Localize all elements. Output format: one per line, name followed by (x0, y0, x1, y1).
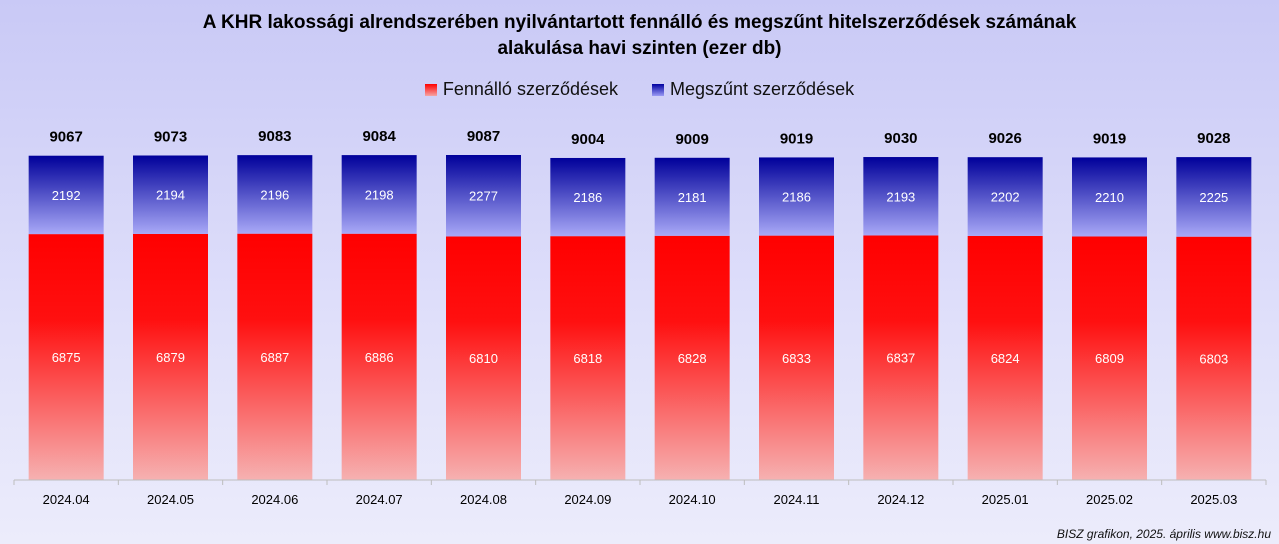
x-tick-label-2024.06: 2024.06 (251, 492, 298, 507)
label-fennallo-2024.10: 6828 (678, 351, 707, 366)
bar-fennallo-2024.08 (446, 236, 521, 480)
bar-megszunt-2024.09 (550, 157, 626, 237)
legend-swatch-fennallo (424, 83, 437, 96)
legend-swatch-megszunt (652, 83, 664, 96)
bar-fennallo-2025.02 (1072, 236, 1147, 480)
legend-item-megszunt: Megszűnt szerződések (652, 79, 854, 100)
label-total-2024.08: 9087 (467, 128, 500, 145)
label-fennallo-2025.02: 6809 (1095, 351, 1124, 366)
x-tick-label-2024.05: 2024.05 (147, 492, 194, 507)
label-total-2024.10: 9009 (675, 131, 708, 148)
label-megszunt-2025.03: 2225 (1199, 190, 1228, 205)
bar-megszunt-2024.07 (341, 155, 417, 234)
bar-fennallo-2024.11 (759, 235, 834, 480)
label-total-2024.07: 9084 (362, 128, 396, 145)
label-fennallo-2024.08: 6810 (469, 351, 498, 366)
label-megszunt-2024.06: 2196 (260, 187, 289, 202)
label-megszunt-2024.07: 2198 (365, 187, 394, 202)
x-tick-label-2025.01: 2025.01 (982, 492, 1029, 507)
label-megszunt-2025.02: 2210 (1095, 190, 1124, 205)
label-fennallo-2024.09: 6818 (573, 351, 602, 366)
bar-megszunt-2024.05 (133, 155, 208, 234)
legend-item-fennallo: Fennálló szerződések (424, 79, 618, 100)
legend-label-fennallo: Fennálló szerződések (442, 79, 618, 99)
bar-fennallo-2024.10 (654, 235, 730, 480)
bar-megszunt-2025.02 (1072, 157, 1147, 237)
bar-fennallo-2025.01 (967, 235, 1043, 480)
x-tick-label-2024.12: 2024.12 (877, 492, 924, 507)
bar-fennallo-2024.09 (550, 236, 626, 480)
chart-title-line-2: alakulása havi szinten (ezer db) (497, 38, 782, 59)
x-tick-label-2024.10: 2024.10 (669, 492, 716, 507)
x-tick-label-2025.03: 2025.03 (1190, 492, 1237, 507)
bar-fennallo-2024.12 (863, 235, 939, 480)
label-total-2024.06: 9083 (258, 128, 291, 145)
bar-megszunt-2025.01 (967, 157, 1043, 236)
legend-label-megszunt: Megszűnt szerződések (670, 79, 855, 99)
label-megszunt-2024.10: 2181 (678, 190, 707, 205)
x-tick-label-2025.02: 2025.02 (1086, 492, 1133, 507)
chart-title: A KHR lakossági alrendszerében nyilvánta… (0, 10, 1279, 62)
label-total-2024.04: 9067 (49, 129, 82, 146)
label-megszunt-2024.04: 2192 (52, 188, 81, 203)
bar-megszunt-2024.06 (237, 155, 313, 234)
bar-fennallo-2024.06 (237, 233, 313, 480)
bar-megszunt-2024.10 (654, 157, 730, 236)
x-tick-label-2024.07: 2024.07 (356, 492, 403, 507)
bars-group: 6875 2192 9067 2024.04 6879 2194 9073 2024.05 68… (13, 128, 1267, 507)
label-fennallo-2024.04: 6875 (52, 350, 81, 365)
x-tick-label-2024.08: 2024.08 (460, 492, 507, 507)
label-fennallo-2024.05: 6879 (156, 350, 185, 365)
bar-megszunt-2024.12 (863, 157, 939, 236)
x-tick-label-2024.04: 2024.04 (43, 492, 90, 507)
label-fennallo-2025.01: 6824 (991, 351, 1020, 366)
label-megszunt-2024.08: 2277 (469, 189, 498, 204)
label-total-2024.09: 9004 (571, 131, 605, 148)
bar-megszunt-2024.04 (28, 155, 104, 235)
bar-megszunt-2025.03 (1176, 157, 1252, 237)
label-fennallo-2024.11: 6833 (782, 351, 811, 366)
bar-megszunt-2024.08 (446, 155, 521, 237)
label-total-2024.11: 9019 (780, 130, 813, 147)
label-fennallo-2024.12: 6837 (886, 351, 915, 366)
label-megszunt-2024.12: 2193 (886, 189, 915, 204)
bar-fennallo-2025.03 (1176, 236, 1252, 480)
label-total-2025.03: 9028 (1197, 130, 1230, 147)
label-total-2024.12: 9030 (884, 130, 917, 147)
source-footer: BISZ grafikon, 2025. április www.bisz.hu (1056, 527, 1271, 541)
label-megszunt-2024.11: 2186 (782, 190, 811, 205)
label-megszunt-2025.01: 2202 (991, 190, 1020, 205)
chart-title-line-1: A KHR lakossági alrendszerében nyilvánta… (202, 12, 1077, 33)
bar-megszunt-2024.11 (759, 157, 834, 236)
bar-fennallo-2024.07 (341, 233, 417, 480)
label-megszunt-2024.09: 2186 (573, 190, 602, 205)
chart-legend: Fennálló szerződések Megszűnt szerződése… (0, 79, 1279, 100)
x-tick-label-2024.09: 2024.09 (564, 492, 611, 507)
label-total-2024.05: 9073 (154, 129, 187, 146)
x-tick-label-2024.11: 2024.11 (773, 492, 819, 507)
label-total-2025.01: 9026 (988, 130, 1021, 147)
bar-fennallo-2024.05 (133, 233, 208, 480)
label-fennallo-2024.07: 6886 (365, 350, 394, 365)
label-total-2025.02: 9019 (1093, 130, 1126, 147)
label-fennallo-2024.06: 6887 (260, 350, 289, 365)
label-fennallo-2025.03: 6803 (1199, 351, 1228, 366)
label-megszunt-2024.05: 2194 (156, 188, 185, 203)
bar-fennallo-2024.04 (28, 234, 104, 480)
